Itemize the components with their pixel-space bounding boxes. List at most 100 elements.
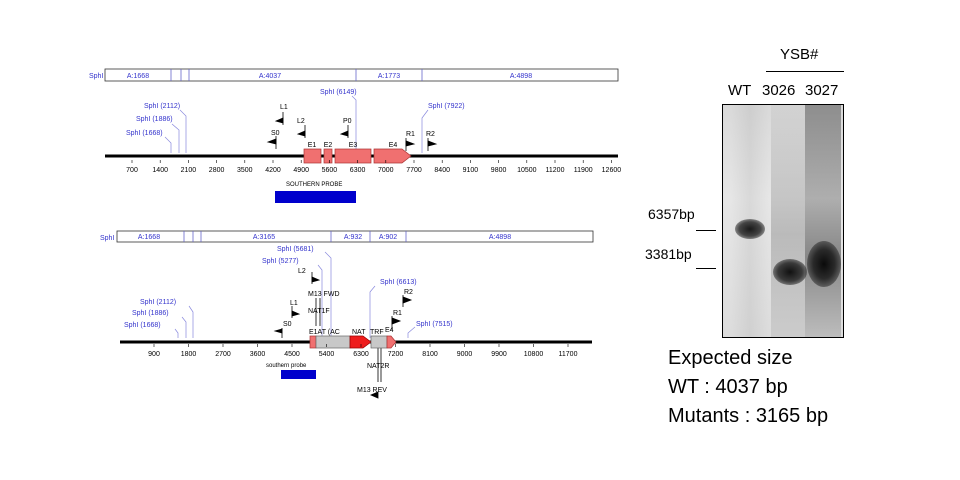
top-axis-tick-label: 11200 (546, 167, 565, 174)
bottom-primer-R2: R2 (404, 289, 413, 296)
top-site-2112: SphI (2112) (144, 103, 180, 110)
bottom-site-6613: SphI (6613) (380, 279, 417, 286)
band-wt (735, 219, 765, 239)
bottom-fragment-bar (116, 230, 594, 243)
bottom-primer-NAT1F: NAT1F (308, 308, 330, 315)
blot-group-label: YSB# (780, 46, 819, 63)
top-primer-P0: P0 (343, 118, 352, 125)
bottom-probe-label: southern probe (266, 363, 307, 369)
bottom-segment-4: A:902 (379, 234, 397, 241)
bottom-site-leaders (174, 251, 416, 338)
bottom-site-2112: SphI (2112) (140, 299, 176, 306)
top-axis-tick-label: 7000 (378, 167, 394, 174)
bottom-axis-tick-label: 3600 (250, 351, 266, 358)
top-axis-tick-label: 700 (126, 167, 138, 174)
bottom-segment-1: A:1668 (138, 234, 160, 241)
top-axis-tick-label: 2100 (181, 167, 197, 174)
bottom-exon-E1 (309, 335, 317, 349)
bottom-site-7515: SphI (7515) (416, 321, 453, 328)
bottom-nat-marker (349, 335, 372, 349)
bottom-primer-L1: L1 (290, 300, 298, 307)
bottom-site-1886: SphI (1886) (132, 310, 169, 317)
marker-label-6357: 6357bp (648, 206, 695, 222)
top-axis-tick-label: 10500 (517, 167, 537, 174)
lane-label-3026: 3026 (762, 82, 796, 99)
top-axis-tick-label: 9800 (491, 167, 507, 174)
top-axis-tick-label: 6300 (350, 167, 366, 174)
bottom-segment-3: A:932 (344, 234, 362, 241)
top-segment-3: A:1773 (378, 73, 400, 80)
bottom-axis-tick-label: 9000 (457, 351, 473, 358)
bottom-axis: 900 1800 2700 3600 4500 5400 6300 7200 8100 9000 9… (148, 344, 578, 358)
bottom-axis-tick-label: 6300 (353, 351, 369, 358)
bottom-site-1668: SphI (1668) (124, 322, 161, 329)
top-site-6149: SphI (6149) (320, 89, 357, 96)
bottom-primer-L2: L2 (298, 268, 306, 275)
lane-label-wt: WT (728, 82, 752, 99)
bottom-segment-2: A:3165 (253, 234, 275, 241)
top-exon-E4: E4 (389, 142, 398, 149)
expected-wt: WT : 4037 bp (668, 376, 788, 398)
top-axis-tick-label: 9100 (463, 167, 479, 174)
top-axis-tick-label: 3500 (237, 167, 253, 174)
bottom-map: SphI A:1668 A:3165 A:932 A:902 A:4898 (100, 230, 594, 399)
top-site-7922: SphI (7922) (428, 103, 465, 110)
marker-tick-6357 (696, 230, 716, 231)
top-primer-S0: S0 (271, 130, 280, 137)
bottom-axis-tick-label: 5400 (319, 351, 335, 358)
top-primer-R2: R2 (426, 131, 435, 138)
top-axis-tick-label: 4200 (265, 167, 281, 174)
bottom-primer-R1: R1 (393, 310, 402, 317)
top-primer-R1: R1 (406, 131, 415, 138)
bottom-segment-5: A:4898 (489, 234, 511, 241)
marker-label-3381: 3381bp (645, 246, 692, 262)
marker-tick-3381 (696, 268, 716, 269)
top-axis-tick-label: 2800 (209, 167, 225, 174)
bottom-ac-region (315, 335, 351, 349)
top-axis-tick-label: 5600 (322, 167, 338, 174)
blot-lane-3026 (771, 105, 805, 337)
bottom-axis-tick-label: 9900 (491, 351, 507, 358)
band-3026 (773, 259, 807, 285)
top-axis-tick-label: 11900 (574, 167, 593, 174)
expected-size-block: Expected size WT : 4037 bp Mutants : 316… (668, 344, 828, 431)
bottom-trf-region (370, 335, 388, 349)
bottom-site-5681: SphI (5681) (277, 246, 314, 253)
bottom-feature-NAT: NAT (352, 329, 366, 336)
top-primer-arrows (266, 112, 438, 151)
bottom-primer-S0: S0 (283, 321, 292, 328)
expected-title: Expected size (668, 347, 793, 369)
gene-maps: SphI A:1668 A:4037 A:1773 A:4898 SphI (2… (89, 68, 622, 399)
top-axis-tick-label: 7700 (406, 167, 422, 174)
bottom-axis-tick-label: 1800 (181, 351, 197, 358)
top-probe-label: SOUTHERN PROBE (286, 182, 342, 188)
southern-blot-image (722, 104, 844, 338)
top-site-leaders (164, 95, 429, 153)
bottom-axis-tick-label: 900 (148, 351, 160, 358)
top-map: SphI A:1668 A:4037 A:1773 A:4898 SphI (2… (89, 68, 622, 203)
bottom-primer-NAT2R: NAT2R (367, 363, 389, 370)
top-primer-L2: L2 (297, 118, 305, 125)
top-exon-E1: E1 (308, 142, 317, 149)
top-axis-tick-label: 8400 (434, 167, 450, 174)
bottom-axis-tick-label: 4500 (284, 351, 300, 358)
top-exon-E2: E2 (324, 142, 333, 149)
lane-label-3027: 3027 (805, 82, 839, 99)
top-fragment-bar (104, 68, 619, 82)
top-southern-probe (275, 191, 356, 203)
blot-lane-3027 (805, 105, 841, 337)
bottom-southern-probe (281, 370, 316, 379)
top-exons (303, 148, 412, 164)
bottom-primer-arrows (273, 272, 413, 399)
top-segment-4: A:4898 (510, 73, 532, 80)
top-axis-tick-label: 12600 (602, 167, 622, 174)
bottom-primer-M13FWD: M13 FWD (308, 291, 340, 298)
top-exon-E3: E3 (349, 142, 358, 149)
expected-mutants: Mutants : 3165 bp (668, 405, 829, 427)
bottom-axis-tick-label: 11700 (559, 351, 578, 358)
band-3027 (807, 241, 841, 287)
bottom-axis-tick-label: 8100 (422, 351, 438, 358)
bottom-fragment-dividers (183, 231, 407, 242)
bottom-fragment-enzyme: SphI (100, 235, 114, 242)
bottom-exon-E4 (386, 335, 397, 349)
